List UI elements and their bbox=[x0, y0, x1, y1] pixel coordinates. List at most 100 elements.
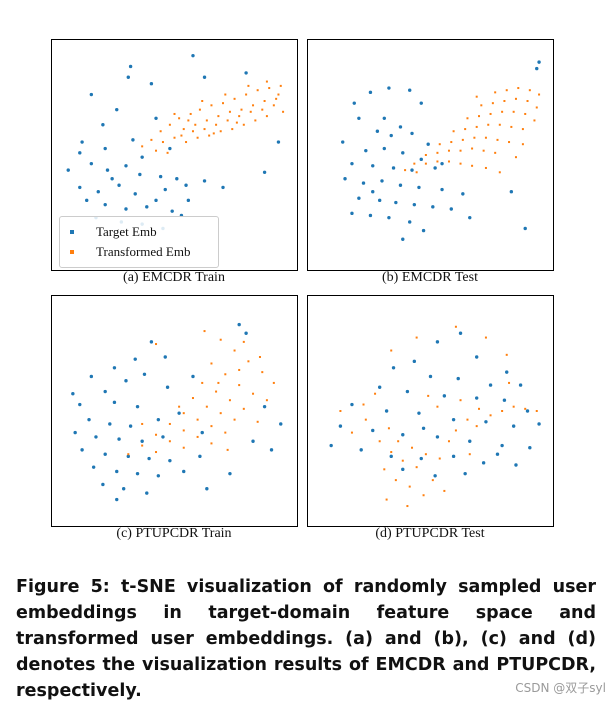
transformed-emb-point bbox=[127, 453, 130, 456]
target-emb-point bbox=[509, 190, 514, 194]
target-emb-point bbox=[468, 215, 472, 220]
target-emb-point bbox=[382, 146, 386, 151]
target-emb-point bbox=[488, 383, 493, 387]
transformed-emb-point bbox=[155, 343, 158, 346]
target-emb-point bbox=[398, 183, 403, 187]
transformed-emb-point bbox=[217, 115, 220, 118]
target-emb-point bbox=[205, 487, 209, 491]
target-emb-point bbox=[382, 116, 386, 120]
plot-frame bbox=[307, 295, 554, 527]
target-emb-point bbox=[495, 452, 500, 456]
target-emb-point bbox=[394, 200, 398, 205]
target-emb-point bbox=[200, 430, 204, 435]
target-emb-point bbox=[410, 168, 414, 172]
transformed-emb-point bbox=[182, 429, 185, 432]
target-emb-point bbox=[435, 340, 440, 344]
transformed-emb-point bbox=[397, 440, 400, 443]
transformed-emb-point bbox=[390, 451, 393, 454]
target-emb-point bbox=[140, 439, 144, 443]
transformed-emb-point bbox=[362, 403, 365, 406]
transformed-emb-point bbox=[471, 147, 474, 150]
target-emb-point bbox=[168, 146, 172, 151]
transformed-emb-point bbox=[459, 399, 462, 402]
target-emb-point bbox=[537, 60, 541, 64]
transformed-emb-point bbox=[484, 336, 487, 339]
transformed-emb-point bbox=[450, 141, 453, 144]
target-emb-point bbox=[112, 366, 117, 370]
transformed-emb-point bbox=[482, 149, 485, 152]
target-emb-point bbox=[428, 374, 433, 379]
transformed-emb-point bbox=[461, 138, 464, 141]
plot-frame bbox=[307, 39, 554, 271]
transformed-emb-point bbox=[408, 485, 411, 488]
transformed-emb-point bbox=[238, 384, 241, 387]
transformed-emb-point bbox=[201, 381, 204, 384]
transformed-emb-point bbox=[533, 119, 536, 122]
target-emb-point bbox=[262, 170, 267, 174]
target-emb-point bbox=[463, 471, 467, 476]
transformed-emb-point bbox=[238, 115, 241, 118]
target-emb-point bbox=[163, 355, 167, 359]
target-emb-point bbox=[514, 463, 518, 467]
transformed-emb-point bbox=[240, 108, 243, 111]
target-emb-point bbox=[101, 482, 105, 487]
panel-b-caption: (b) EMCDR Test bbox=[382, 270, 478, 285]
transformed-emb-point bbox=[514, 156, 517, 159]
transformed-emb-point bbox=[427, 394, 430, 397]
transformed-emb-point bbox=[242, 407, 245, 410]
target-emb-point bbox=[350, 211, 354, 216]
transformed-emb-point bbox=[498, 171, 501, 174]
transformed-emb-point bbox=[524, 112, 527, 115]
transformed-emb-point bbox=[252, 104, 255, 107]
target-emb-point bbox=[384, 409, 389, 413]
target-emb-point bbox=[419, 157, 423, 162]
target-emb-point bbox=[371, 190, 375, 194]
transformed-emb-point bbox=[466, 418, 469, 421]
target-emb-point bbox=[371, 164, 375, 168]
target-emb-point bbox=[484, 420, 488, 424]
target-emb-point bbox=[89, 374, 94, 379]
transformed-emb-point bbox=[454, 429, 457, 432]
target-emb-point bbox=[117, 183, 121, 187]
target-emb-point bbox=[108, 422, 112, 426]
transformed-emb-point bbox=[517, 87, 520, 90]
transformed-emb-point bbox=[180, 134, 183, 137]
transformed-emb-point bbox=[422, 494, 425, 497]
target-emb-point bbox=[451, 454, 456, 459]
target-emb-point bbox=[525, 409, 530, 413]
transformed-emb-point bbox=[203, 128, 206, 131]
transformed-emb-point bbox=[459, 162, 462, 165]
target-emb-point bbox=[126, 454, 130, 459]
target-emb-point bbox=[103, 452, 107, 456]
transformed-emb-point bbox=[173, 136, 176, 139]
target-emb-point bbox=[115, 469, 119, 474]
legend-transformed-label: Transformed Emb bbox=[96, 244, 191, 259]
transformed-emb-point bbox=[277, 93, 280, 96]
target-emb-point bbox=[449, 207, 453, 211]
target-emb-point bbox=[343, 177, 347, 181]
target-emb-point bbox=[433, 166, 437, 170]
transformed-emb-point bbox=[182, 412, 185, 415]
target-emb-point bbox=[154, 198, 158, 203]
target-emb-point bbox=[375, 129, 380, 133]
transformed-emb-point bbox=[249, 110, 252, 113]
scatter-plot-b bbox=[307, 39, 554, 271]
target-emb-point bbox=[408, 88, 412, 92]
target-emb-point bbox=[85, 198, 89, 203]
transformed-emb-point bbox=[494, 91, 497, 94]
transformed-emb-point bbox=[173, 112, 176, 115]
target-emb-point bbox=[535, 66, 539, 71]
target-emb-point bbox=[502, 398, 507, 402]
transformed-emb-point bbox=[224, 93, 227, 96]
transformed-emb-point bbox=[521, 128, 524, 131]
target-emb-point bbox=[419, 101, 423, 105]
transformed-emb-point bbox=[505, 353, 508, 356]
target-emb-point bbox=[128, 64, 133, 69]
transformed-emb-point bbox=[512, 110, 515, 113]
target-emb-point bbox=[357, 116, 361, 120]
transformed-emb-point bbox=[535, 106, 538, 109]
target-emb-point bbox=[329, 443, 333, 448]
target-emb-point bbox=[110, 177, 114, 181]
transformed-emb-point bbox=[438, 143, 441, 146]
target-emb-point bbox=[421, 228, 426, 233]
